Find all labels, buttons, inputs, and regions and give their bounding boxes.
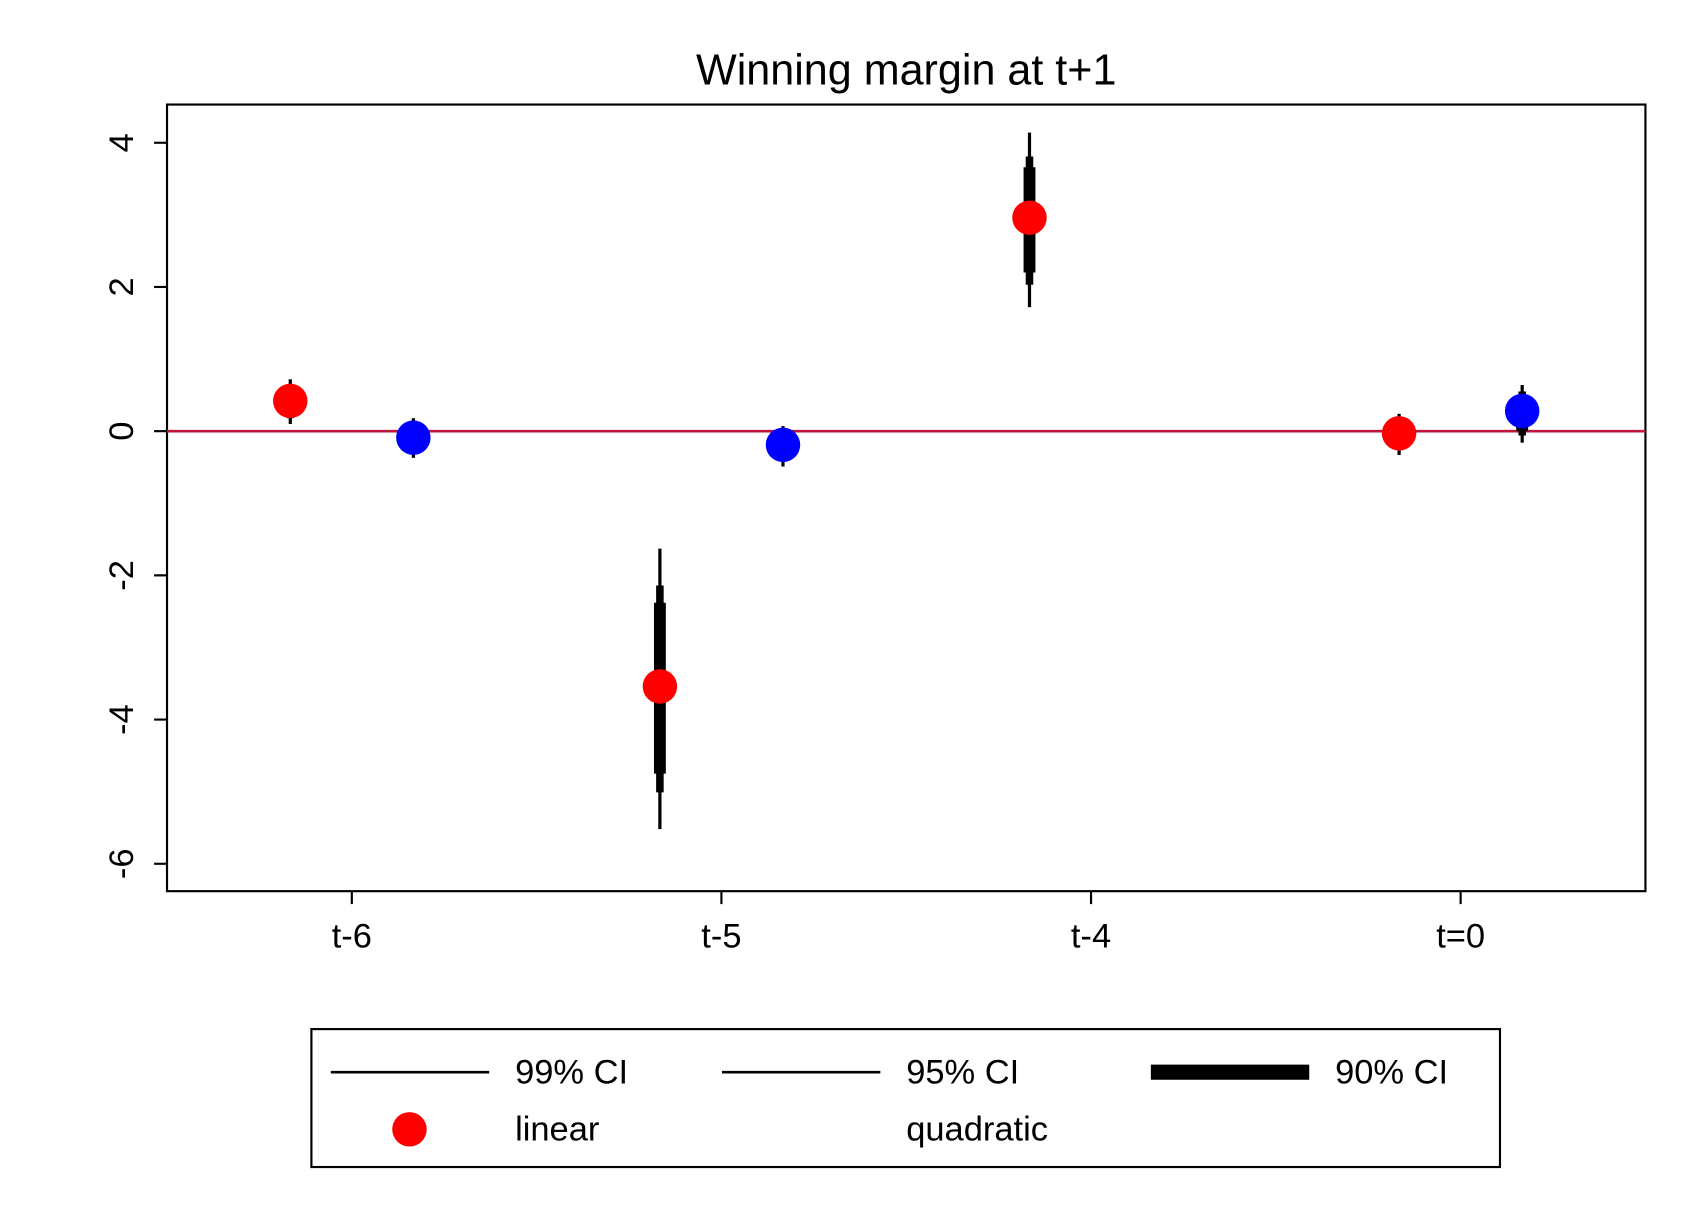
point	[1012, 200, 1047, 235]
y-tick-label: -2	[103, 560, 141, 591]
x-tick-label: t-6	[332, 918, 372, 956]
point	[642, 669, 678, 704]
legend-label: 99% CI	[515, 1053, 628, 1091]
chart-title: Winning margin at t+1	[696, 47, 1116, 95]
legend-label: 95% CI	[906, 1053, 1019, 1091]
legend-label: quadratic	[906, 1111, 1048, 1149]
point	[765, 427, 801, 463]
plot-frame	[165, 103, 1647, 893]
y-tick-label: -4	[103, 704, 141, 735]
legend-label: linear	[515, 1111, 599, 1149]
legend-label: 90% CI	[1335, 1053, 1448, 1091]
point	[1381, 416, 1417, 451]
x-tick-label: t=0	[1436, 918, 1485, 956]
legend-box	[310, 1028, 1502, 1169]
y-tick-label: 4	[103, 133, 141, 152]
x-tick-label: t-4	[1071, 918, 1111, 956]
point	[273, 383, 308, 419]
y-tick-label: 2	[103, 277, 141, 296]
y-tick-label: 0	[103, 422, 141, 441]
y-tick-label: -6	[103, 848, 141, 879]
legend-key	[392, 1112, 427, 1147]
x-tick-label: t-5	[701, 918, 741, 956]
point	[396, 420, 431, 455]
point	[1504, 393, 1540, 429]
